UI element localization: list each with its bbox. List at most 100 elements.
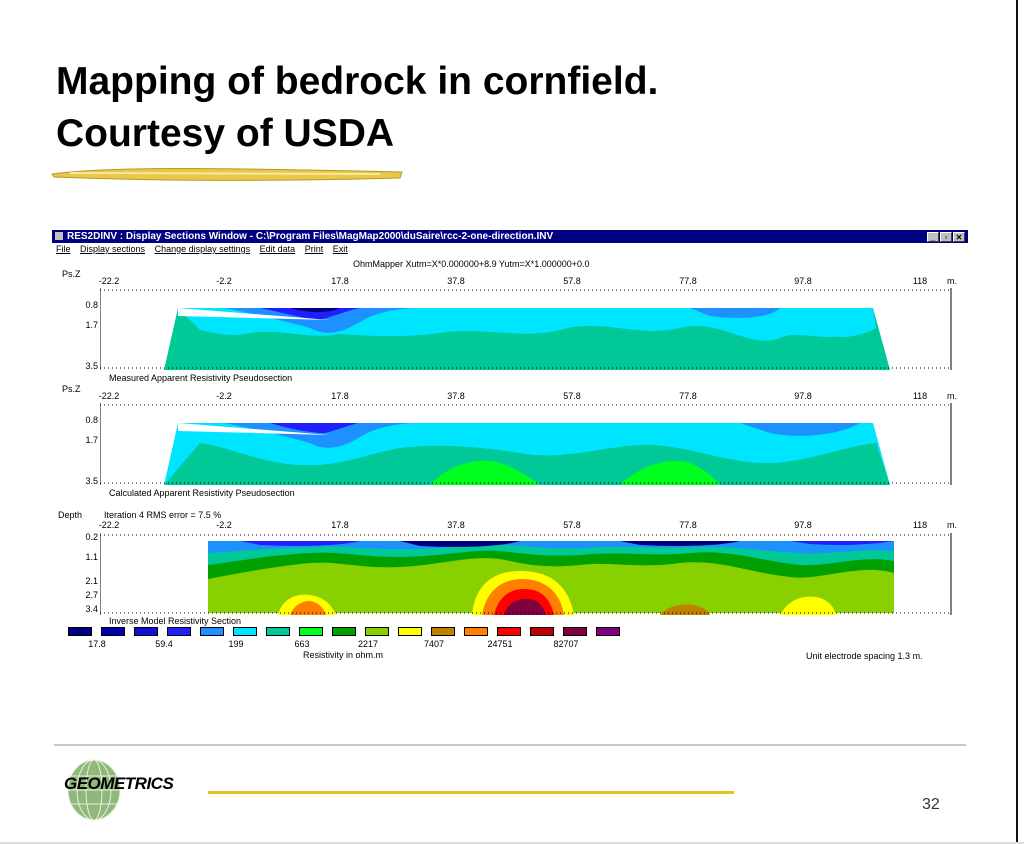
legend-swatch: [464, 627, 488, 636]
menu-display-sections[interactable]: Display sections: [80, 244, 146, 254]
electrode-spacing-note: Unit electrode spacing 1.3 m.: [806, 651, 923, 661]
legend-swatch: [266, 627, 290, 636]
slide-title-line-2: Courtesy of USDA: [56, 112, 395, 155]
x-tick: 37.8: [447, 391, 465, 401]
y-tick: 1.7: [85, 435, 98, 445]
x-tick: 17.8: [331, 276, 349, 286]
menu-print[interactable]: Print: [304, 244, 324, 254]
y-tick: 3.5: [85, 476, 98, 486]
window-controls: _ ▫ ✕: [926, 231, 965, 243]
legend-value: 24751: [487, 639, 513, 649]
legend-swatch: [233, 627, 257, 636]
x-tick: 77.8: [679, 520, 697, 530]
legend-value: 17.8: [88, 639, 106, 649]
geometrics-logo: [67, 759, 121, 821]
legend-swatch: [365, 627, 389, 636]
section3-subtitle: Iteration 4 RMS error = 7.5 %: [104, 510, 222, 520]
legend-swatch: [497, 627, 521, 636]
page-number: 32: [922, 796, 940, 813]
legend-swatch: [563, 627, 587, 636]
legend-swatch: [596, 627, 620, 636]
x-tick: 57.8: [563, 520, 581, 530]
bottom-border: [0, 842, 1024, 844]
legend-swatch: [530, 627, 554, 636]
header-text: OhmMapper Xutm=X*0.000000+8.9 Yutm=X*1.0…: [353, 259, 590, 269]
x-tick: 37.8: [447, 276, 465, 286]
menu-exit[interactable]: Exit: [332, 244, 348, 254]
x-tick: 17.8: [331, 391, 349, 401]
window-title: RES2DINV : Display Sections Window - C:\…: [67, 231, 554, 242]
section1-axis-label: Ps.Z: [62, 269, 81, 279]
footer-divider: [54, 744, 966, 746]
section1-caption: Measured Apparent Resistivity Pseudosect…: [109, 373, 293, 383]
legend-swatch: [332, 627, 356, 636]
menu-bar: File Display sections Change display set…: [52, 243, 968, 256]
y-tick: 3.4: [85, 604, 98, 614]
legend-swatch: [200, 627, 224, 636]
window-title-bar: RES2DINV : Display Sections Window - C:\…: [52, 230, 968, 243]
res2dinv-window: RES2DINV : Display Sections Window - C:\…: [52, 230, 968, 662]
x-tick: 77.8: [679, 276, 697, 286]
x-tick: 17.8: [331, 520, 349, 530]
section2-caption: Calculated Apparent Resistivity Pseudose…: [109, 488, 295, 498]
x-tick: 97.8: [794, 276, 812, 286]
menu-change-display-settings[interactable]: Change display settings: [154, 244, 251, 254]
legend-value: 2217: [357, 639, 379, 649]
section3-caption: Inverse Model Resistivity Section: [109, 616, 242, 626]
legend-swatch: [68, 627, 92, 636]
menu-file[interactable]: File: [56, 244, 71, 254]
x-tick: -22.2: [98, 391, 120, 401]
inverse-model-section-plot: [100, 533, 952, 615]
x-tick: -22.2: [98, 520, 120, 530]
x-tick: 118: [912, 520, 928, 530]
x-tick: 97.8: [794, 520, 812, 530]
x-tick: 118: [912, 276, 928, 286]
legend-swatch: [398, 627, 422, 636]
y-tick: 2.7: [85, 590, 98, 600]
x-tick: -22.2: [98, 276, 120, 286]
section2-axis-label: Ps.Z: [62, 384, 81, 394]
x-unit: m.: [947, 276, 957, 286]
legend-value: 7407: [423, 639, 445, 649]
y-tick: 1.1: [85, 552, 98, 562]
legend-unit-label: Resistivity in ohm.m: [303, 650, 384, 660]
y-tick: 1.7: [85, 320, 98, 330]
x-tick: -2.2: [216, 276, 232, 286]
x-unit: m.: [947, 520, 957, 530]
legend-swatch: [101, 627, 125, 636]
minimize-button[interactable]: _: [927, 232, 939, 242]
slide-right-border: [1016, 0, 1018, 844]
y-tick: 0.2: [85, 532, 98, 542]
x-tick: -2.2: [216, 520, 232, 530]
x-tick: 37.8: [447, 520, 465, 530]
title-underline-brush: [51, 168, 403, 181]
measured-pseudosection-plot: [100, 288, 952, 370]
legend-value: 82707: [553, 639, 579, 649]
calculated-pseudosection-plot: [100, 403, 952, 485]
legend-value: 663: [294, 639, 310, 649]
x-tick: 57.8: [563, 391, 581, 401]
maximize-button[interactable]: ▫: [940, 232, 952, 242]
x-tick: 57.8: [563, 276, 581, 286]
x-tick: 118: [912, 391, 928, 401]
slide-title: Mapping of bedrock in cornfield. Courtes…: [56, 56, 658, 160]
legend-swatch: [299, 627, 323, 636]
legend-value: 59.4: [155, 639, 173, 649]
legend-swatch: [431, 627, 455, 636]
footer-gold-line: [208, 791, 734, 794]
close-button[interactable]: ✕: [953, 232, 965, 242]
x-tick: 97.8: [794, 391, 812, 401]
x-tick: 77.8: [679, 391, 697, 401]
app-icon: [55, 232, 63, 240]
section3-axis-label: Depth: [58, 510, 83, 520]
legend-value: 199: [228, 639, 244, 649]
x-unit: m.: [947, 391, 957, 401]
legend-swatch: [134, 627, 158, 636]
y-tick: 2.1: [85, 576, 98, 586]
y-tick: 0.8: [85, 300, 98, 310]
y-tick: 0.8: [85, 415, 98, 425]
menu-edit-data[interactable]: Edit data: [259, 244, 296, 254]
geometrics-logo-text: GEOMETRICS: [64, 774, 174, 793]
y-tick: 3.5: [85, 361, 98, 371]
x-tick: -2.2: [216, 391, 232, 401]
